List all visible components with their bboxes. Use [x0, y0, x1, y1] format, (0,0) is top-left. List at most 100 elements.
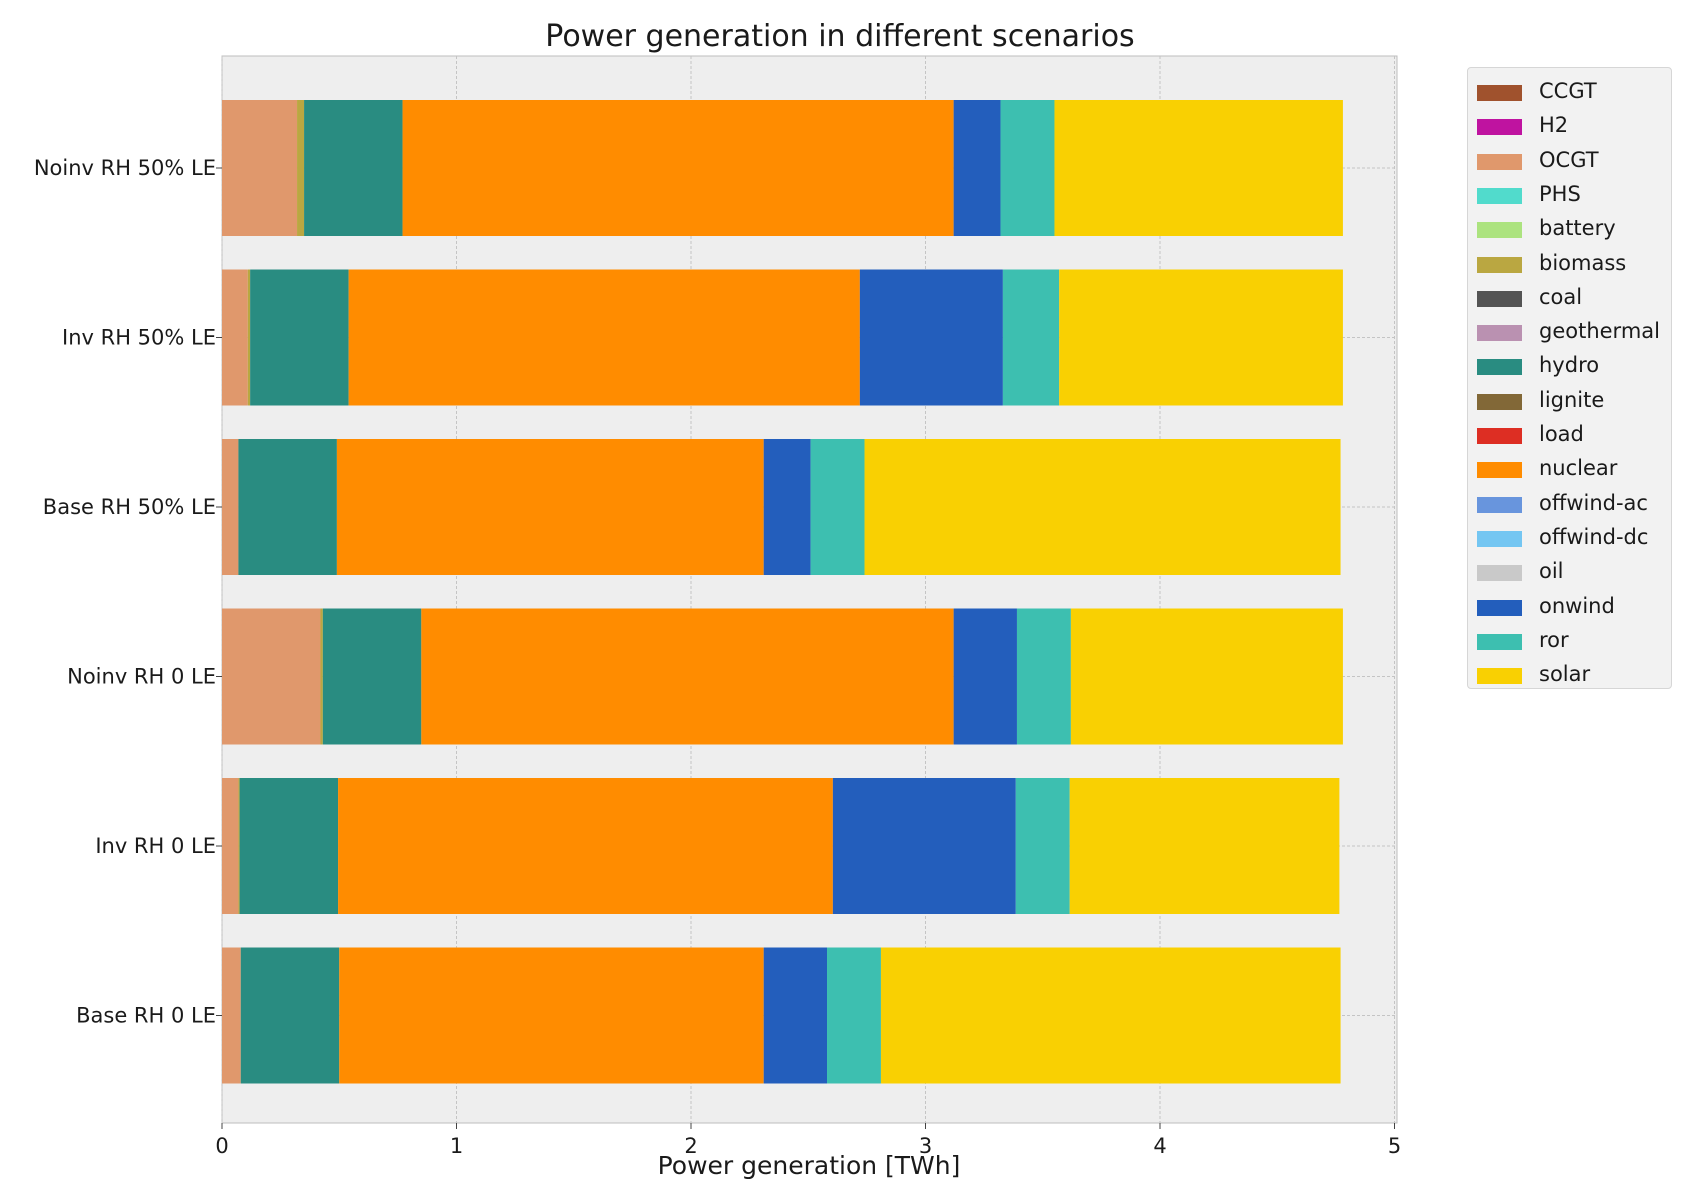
legend-entry: biomass: [1468, 247, 1668, 281]
legend-swatch: [1477, 668, 1522, 685]
bar-segment-nuclear: [348, 269, 860, 406]
bar-segment-hydro: [239, 778, 339, 914]
bar-segment-hydro: [322, 608, 422, 745]
legend-swatch: [1477, 325, 1522, 342]
bar-segment-biomass: [320, 608, 323, 745]
chart-title: Power generation in different scenarios: [545, 19, 1134, 54]
legend-label: battery: [1539, 216, 1616, 241]
legend-swatch: [1477, 85, 1522, 101]
legend-swatch: [1477, 119, 1522, 136]
bar-segment-ror: [1016, 608, 1071, 745]
legend-label: biomass: [1539, 250, 1627, 275]
legend-entry: lignite: [1468, 384, 1668, 418]
bar-segment-hydro: [250, 269, 349, 406]
bar-segment-nuclear: [339, 947, 764, 1084]
bar-segment-solar: [1059, 269, 1343, 406]
bar-segment-hydro: [304, 100, 403, 236]
y-tick-label: Base RH 0 LE: [76, 1004, 216, 1028]
bar-segment-ror: [1000, 100, 1055, 236]
bar-segment-solar: [1069, 778, 1340, 914]
x-tick-label: 2: [684, 1134, 697, 1158]
bar-segment-biomass: [297, 100, 305, 236]
legend-entry: offwind-ac: [1468, 487, 1668, 521]
bar-segment-ocgt: [222, 947, 241, 1084]
bar-segment-ocgt: [222, 439, 239, 575]
bar-segment-ror: [810, 439, 865, 575]
y-tick-label: Noinv RH 0 LE: [67, 665, 216, 689]
y-tick-label: Noinv RH 50% LE: [34, 156, 216, 180]
bar-segment-hydro: [240, 947, 340, 1084]
x-tick-labels: 0 1 2 3 4 5: [215, 1123, 1401, 1158]
legend-swatch: [1477, 222, 1522, 239]
legend-label: CCGT: [1539, 79, 1597, 103]
legend-label: PHS: [1539, 181, 1581, 206]
legend-label: ror: [1539, 627, 1569, 652]
bar-segment-onwind: [859, 269, 1003, 406]
legend-label: solar: [1539, 662, 1591, 687]
legend-swatch: [1477, 290, 1522, 307]
legend-entry: coal: [1468, 281, 1668, 315]
y-tick-label: Inv RH 0 LE: [95, 834, 216, 858]
legend-entry: solar: [1468, 658, 1668, 692]
legend-entry: H2: [1468, 109, 1668, 143]
x-tick-label: 0: [215, 1134, 228, 1158]
legend-label: geothermal: [1539, 319, 1660, 344]
legend-label: OCGT: [1539, 147, 1599, 172]
bar-segment-nuclear: [336, 439, 764, 575]
bar-segment-onwind: [763, 947, 828, 1084]
legend-swatch: [1477, 428, 1522, 444]
bars: [222, 100, 1343, 1084]
legend-swatch: [1477, 599, 1522, 616]
y-tick-label: Inv RH 50% LE: [62, 326, 216, 350]
legend-swatch: [1477, 496, 1522, 513]
legend-swatch: [1477, 153, 1522, 170]
legend-swatch: [1477, 393, 1522, 410]
legend-entry: PHS: [1468, 178, 1668, 212]
y-tick-label: Base RH 50% LE: [43, 495, 216, 519]
legend-entry: oil: [1468, 555, 1668, 589]
legend-entry: onwind: [1468, 590, 1668, 624]
y-tick-labels: Noinv RH 50% LE Inv RH 50% LE Base RH 50% …: [34, 156, 222, 1028]
bar-segment-onwind: [763, 439, 811, 575]
legend-entry: load: [1468, 418, 1668, 452]
legend-swatch: [1477, 187, 1522, 204]
bar-segment-solar: [864, 439, 1341, 575]
x-axis-label: Power generation [TWh]: [658, 1151, 961, 1180]
bar-segment-biomass: [238, 778, 240, 914]
legend-label: oil: [1539, 559, 1564, 584]
legend-swatch: [1477, 462, 1522, 479]
legend-entry: ror: [1468, 624, 1668, 658]
legend: CCGT H2 OCGT PHS battery biomass coal geotherma…: [1467, 67, 1672, 689]
bar-segment-biomass: [247, 269, 251, 406]
legend-label: offwind-dc: [1539, 524, 1649, 549]
bar-segment-ocgt: [222, 100, 298, 236]
bar-segment-ror: [1002, 269, 1060, 406]
legend-swatch: [1477, 633, 1522, 650]
bar-segment-ocgt: [222, 778, 239, 914]
bar-segment-ror: [827, 947, 881, 1084]
legend-swatch: [1477, 359, 1522, 376]
bar-segment-ror: [1015, 778, 1070, 914]
legend-swatch: [1477, 256, 1522, 273]
bar-segment-ocgt: [222, 269, 248, 406]
legend-entry: CCGT: [1468, 75, 1668, 109]
legend-label: H2: [1539, 113, 1569, 138]
legend-entry: geothermal: [1468, 315, 1668, 349]
bar-segment-ocgt: [222, 608, 321, 745]
legend-swatch: [1477, 565, 1522, 582]
x-tick-label: 3: [919, 1134, 932, 1158]
x-tick-label: 1: [450, 1134, 463, 1158]
legend-entry: offwind-dc: [1468, 521, 1668, 555]
legend-label: coal: [1539, 284, 1583, 309]
bar-segment-nuclear: [338, 778, 833, 914]
legend-entry: battery: [1468, 212, 1668, 246]
bar-segment-solar: [880, 947, 1341, 1084]
legend-label: load: [1539, 422, 1584, 446]
legend-swatch: [1477, 530, 1522, 547]
legend-label: offwind-ac: [1539, 490, 1648, 515]
legend-label: hydro: [1539, 353, 1600, 378]
bar-segment-nuclear: [421, 608, 954, 745]
legend-entry: hydro: [1468, 349, 1668, 383]
bar-segment-hydro: [238, 439, 337, 575]
